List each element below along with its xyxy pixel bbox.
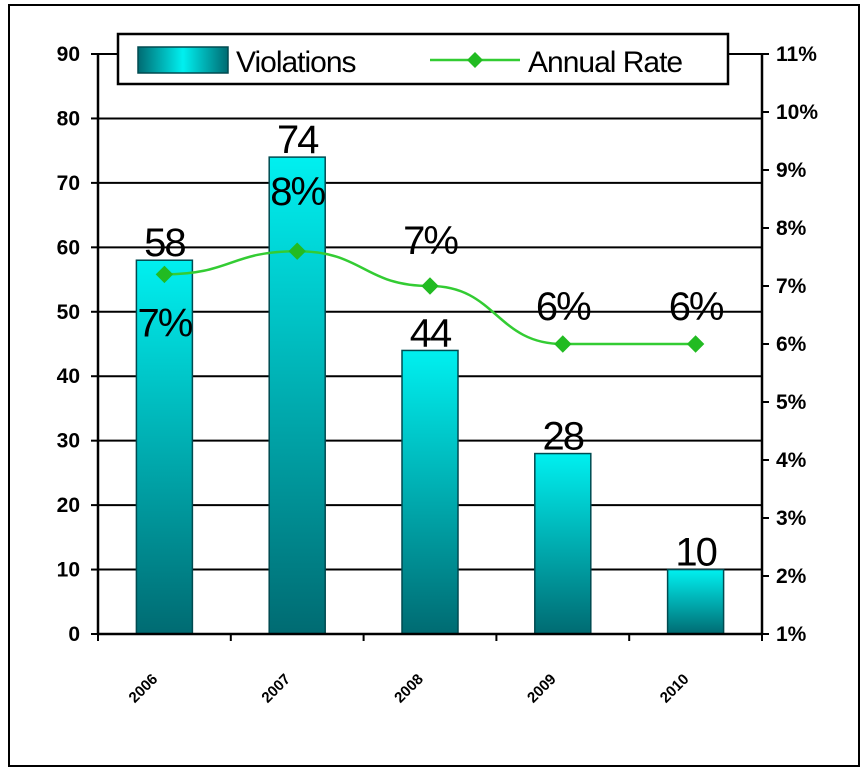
legend-label-annual-rate: Annual Rate xyxy=(528,46,682,79)
y-left-tick-label-30: 30 xyxy=(57,430,80,453)
x-tick-label-2008: 2008 xyxy=(391,671,427,707)
bar-value-label-2006: 58 xyxy=(144,221,185,265)
bar-2007 xyxy=(268,156,326,635)
y-left-tick-label-0: 0 xyxy=(68,623,80,646)
y-left-tick-label-70: 70 xyxy=(57,172,80,195)
bar-value-label-2009: 28 xyxy=(543,415,584,459)
y-right-tick-label-6: 7% xyxy=(776,275,807,298)
y-left-tick-label-60: 60 xyxy=(57,236,80,259)
y-left-tick-label-90: 90 xyxy=(57,43,80,66)
legend: Violations Annual Rate xyxy=(116,32,730,86)
data-labels: 58 74 44 28 10 7% 8% 7% 6% 6% xyxy=(137,118,725,575)
y-right-tick-label-7: 8% xyxy=(776,217,807,240)
y-left-tick-label-40: 40 xyxy=(57,365,80,388)
y-right-tick-label-10: 11% xyxy=(776,43,817,66)
rate-value-label-2010: 6% xyxy=(669,285,724,329)
y-right-tick-label-3: 4% xyxy=(776,449,807,472)
legend-label-violations: Violations xyxy=(236,46,356,79)
legend-bar-swatch xyxy=(137,46,229,74)
y-right-tick-label-0: 1% xyxy=(776,623,807,646)
line-series xyxy=(155,242,705,353)
bar-value-label-2008: 44 xyxy=(410,311,452,355)
legend-diamond-marker xyxy=(467,52,483,68)
y-right-tick-label-2: 3% xyxy=(776,507,807,530)
annual-rate-point-2008 xyxy=(421,277,439,295)
bar-2010 xyxy=(666,568,725,635)
y-left-tick-label-80: 80 xyxy=(57,107,80,130)
rate-value-label-2007: 8% xyxy=(270,170,325,214)
bar-series xyxy=(135,156,725,635)
y-right-tick-label-1: 2% xyxy=(776,565,807,588)
y-left-tick-label-50: 50 xyxy=(57,301,80,324)
bar-2008 xyxy=(401,349,459,635)
x-tick-label-2006: 2006 xyxy=(126,671,162,707)
y-right-tick-label-5: 6% xyxy=(776,333,807,356)
rate-value-label-2008: 7% xyxy=(403,219,458,263)
bar-value-label-2007: 74 xyxy=(277,118,319,162)
bar-2006 xyxy=(135,259,194,635)
x-tick-label-2007: 2007 xyxy=(258,671,294,707)
bar-value-label-2010: 10 xyxy=(675,531,716,575)
chart-frame: 0 10 20 30 40 50 60 70 80 90 1% 2% 3% 4% 5% 6% 7% 8% 9% 10%… xyxy=(8,4,860,767)
rate-value-label-2006: 7% xyxy=(137,301,192,345)
annual-rate-point-2007 xyxy=(288,242,306,260)
rate-value-label-2009: 6% xyxy=(536,285,591,329)
combo-chart: 0 10 20 30 40 50 60 70 80 90 1% 2% 3% 4% 5% 6% 7% 8% 9% 10%… xyxy=(57,32,818,707)
x-tick-label-2010: 2010 xyxy=(657,671,693,707)
annual-rate-point-2009 xyxy=(554,335,572,353)
x-tick-label-2009: 2009 xyxy=(524,671,560,707)
y-right-tick-label-4: 5% xyxy=(776,391,807,414)
y-left-tick-label-20: 20 xyxy=(57,494,80,517)
bar-2009 xyxy=(534,452,592,635)
annual-rate-point-2010 xyxy=(686,335,705,353)
annual-rate-point-2006 xyxy=(155,265,174,284)
y-right-tick-label-8: 9% xyxy=(776,159,807,182)
y-left-tick-label-10: 10 xyxy=(57,559,80,582)
y-right-tick-label-9: 10% xyxy=(776,101,818,124)
